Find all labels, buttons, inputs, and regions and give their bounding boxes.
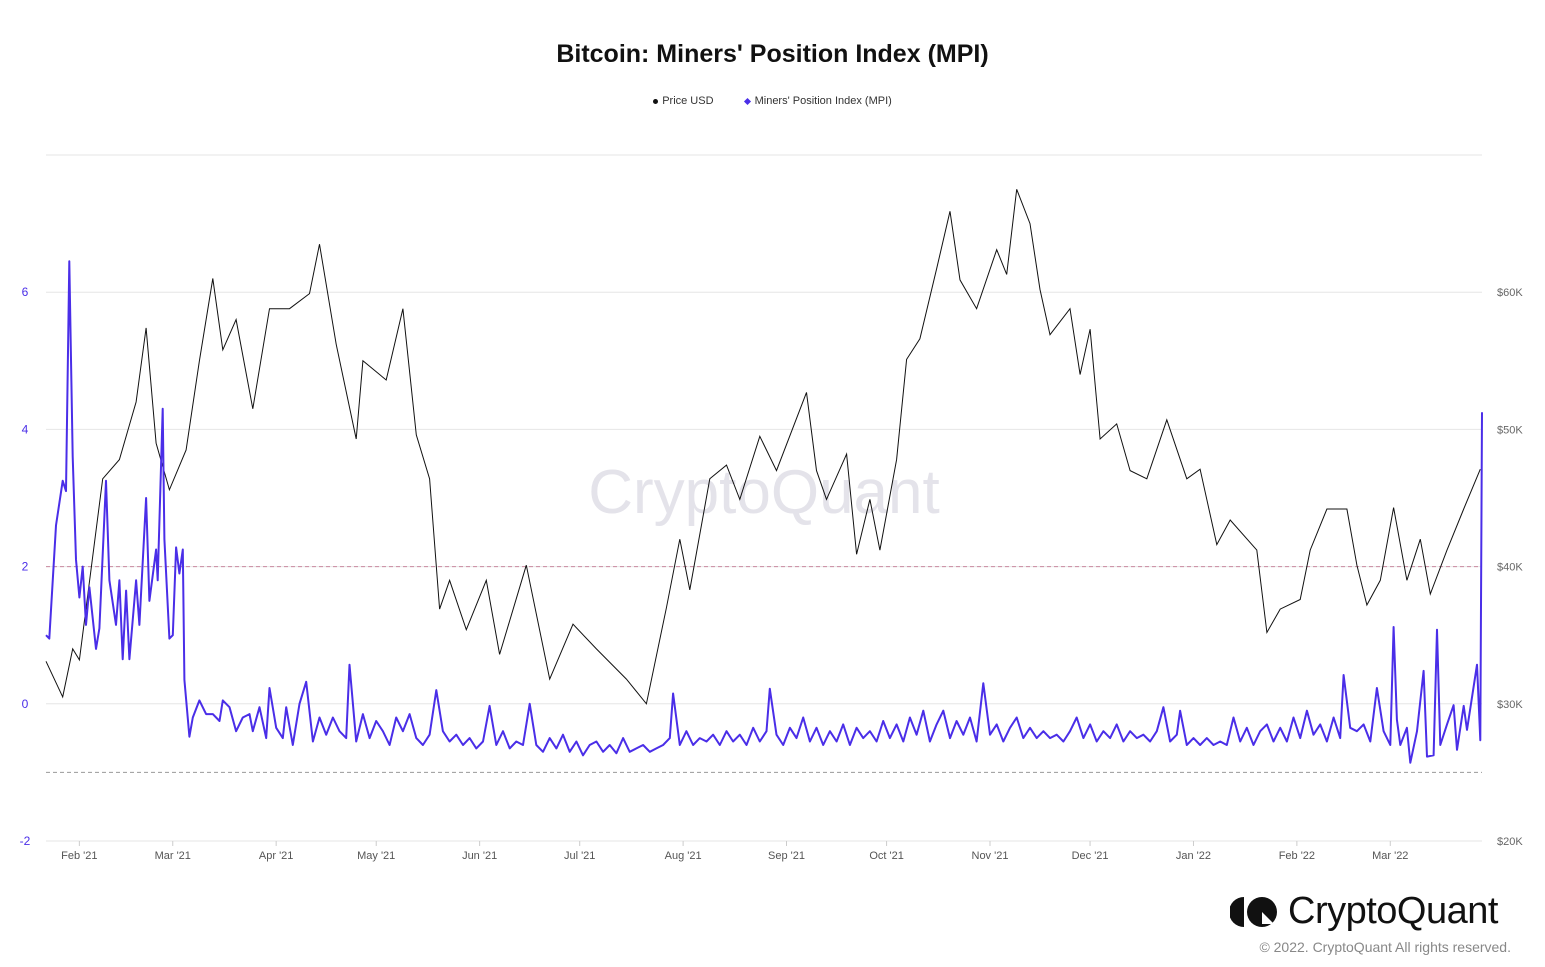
legend-label: Price USD xyxy=(662,95,714,107)
x-tick-label: Apr '21 xyxy=(259,850,294,862)
x-tick-label: Aug '21 xyxy=(665,850,702,862)
legend: Price USD Miners' Position Index (MPI) xyxy=(0,95,1545,107)
watermark: CryptoQuant xyxy=(588,458,940,527)
y-left-tick-label: 6 xyxy=(22,285,29,299)
legend-item-mpi[interactable]: Miners' Position Index (MPI) xyxy=(743,95,892,107)
x-tick-label: Oct '21 xyxy=(869,850,904,862)
y-left-tick-label: -2 xyxy=(20,834,31,848)
y-right-tick-label: $50K xyxy=(1497,424,1523,436)
y-left-tick-label: 0 xyxy=(22,697,29,711)
circle-icon xyxy=(653,98,659,104)
y-right-tick-label: $30K xyxy=(1497,699,1523,711)
cryptoquant-logo-icon xyxy=(1230,896,1277,927)
mpi-series-line xyxy=(45,260,1483,764)
x-tick-label: Jun '21 xyxy=(462,850,497,862)
x-tick-label: Sep '21 xyxy=(768,850,805,862)
x-tick-label: Dec '21 xyxy=(1072,850,1109,862)
y-left-tick-label: 4 xyxy=(22,422,29,436)
x-tick-label: Feb '22 xyxy=(1279,850,1315,862)
x-tick-label: Mar '21 xyxy=(155,850,191,862)
x-tick-label: Jan '22 xyxy=(1176,850,1211,862)
x-tick-label: Jul '21 xyxy=(564,850,595,862)
price-series-line xyxy=(45,189,1481,705)
y-right-tick-label: $40K xyxy=(1497,562,1523,574)
brand-logo: CryptoQuant xyxy=(1230,890,1498,933)
y-right-tick-label: $20K xyxy=(1497,836,1523,848)
x-tick-label: May '21 xyxy=(357,850,395,862)
y-right-tick-label: $60K xyxy=(1497,287,1523,299)
x-tick-label: Nov '21 xyxy=(972,850,1009,862)
legend-label: Miners' Position Index (MPI) xyxy=(754,95,892,107)
copyright: © 2022. CryptoQuant All rights reserved. xyxy=(1259,939,1511,955)
y-left-tick-label: 2 xyxy=(22,560,29,574)
chart-title: Bitcoin: Miners' Position Index (MPI) xyxy=(556,40,989,68)
x-tick-label: Feb '21 xyxy=(61,850,97,862)
x-tick-label: Mar '22 xyxy=(1372,850,1408,862)
brand-name: CryptoQuant xyxy=(1288,890,1498,932)
legend-item-price[interactable]: Price USD xyxy=(653,95,714,107)
